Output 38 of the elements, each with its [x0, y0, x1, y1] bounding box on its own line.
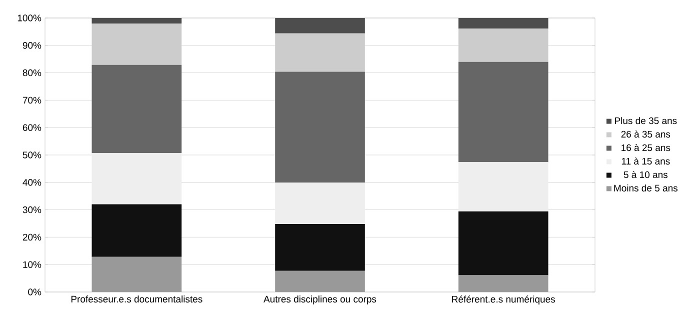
- x-tick-label: Référent.e.s numériques: [452, 296, 555, 304]
- y-tick-label: 0%: [28, 288, 42, 296]
- bar: [275, 72, 365, 183]
- y-tick-label: 80%: [22, 69, 42, 76]
- bar: [275, 182, 365, 224]
- legend-label: 5 à 10 ans: [624, 170, 668, 178]
- bar: [275, 18, 365, 34]
- y-tick-label: 10%: [23, 261, 42, 268]
- bar: [92, 256, 182, 292]
- y-tick-label: 50%: [22, 152, 42, 158]
- y-tick-label: 100%: [18, 14, 42, 22]
- legend-label: Moins de 5 ans: [614, 184, 678, 192]
- legend-label: 11 à 15 ans: [622, 157, 670, 165]
- bar: [458, 28, 548, 62]
- bar: [275, 270, 365, 292]
- bar: [458, 62, 548, 162]
- bar: [275, 33, 365, 72]
- legend-label: Plus de 35 ans: [615, 117, 677, 124]
- bar: [92, 18, 182, 24]
- y-tick-label: 20%: [22, 234, 42, 241]
- legend-label: 26 à 35 ans: [621, 130, 670, 138]
- bar: [92, 204, 182, 257]
- x-tick-label: Autres disciplines ou corps: [264, 296, 376, 304]
- bar: [458, 18, 548, 29]
- y-tick-label: 40%: [22, 179, 42, 186]
- y-tick-label: 30%: [22, 206, 42, 214]
- x-tick-label: Professeur.e.s documentalistes: [71, 296, 202, 302]
- y-tick-label: 70%: [22, 96, 42, 104]
- y-tick-label: 60%: [22, 124, 42, 131]
- bar: [458, 162, 548, 212]
- bar: [458, 211, 548, 276]
- bar: [92, 23, 182, 65]
- legend-label: 16 à 25 ans: [622, 144, 670, 152]
- bar: [275, 224, 365, 271]
- bar: [92, 153, 182, 204]
- bar: [92, 64, 182, 154]
- bar: [458, 275, 548, 292]
- y-tick-label: 90%: [22, 42, 42, 49]
